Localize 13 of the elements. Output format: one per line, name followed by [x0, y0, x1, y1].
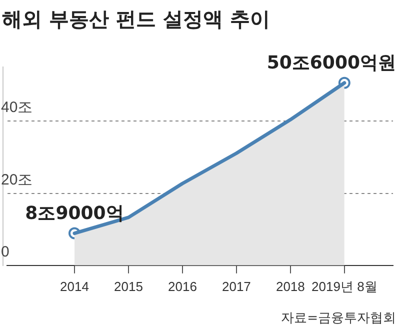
y-tick-label: 40조 [1, 99, 33, 116]
x-tick-label: 2018 [276, 278, 305, 294]
data-label: 50조6000억원 [266, 52, 396, 74]
x-tick-label: 2017 [222, 278, 251, 294]
y-tick-label: 20조 [1, 171, 33, 188]
data-label: 8조9000억 [25, 202, 124, 224]
text: 자료=금융투자협회 [281, 310, 396, 327]
y-tick-label: 0 [1, 244, 10, 261]
chart-title: 해외 부동산 펀드 설정액 추이 [2, 6, 270, 33]
x-tick-label: 2019년 8월 [312, 278, 378, 294]
x-tick-label: 2014 [60, 278, 89, 294]
x-tick-label: 2016 [168, 278, 197, 294]
x-tick-label: 2015 [114, 278, 143, 294]
